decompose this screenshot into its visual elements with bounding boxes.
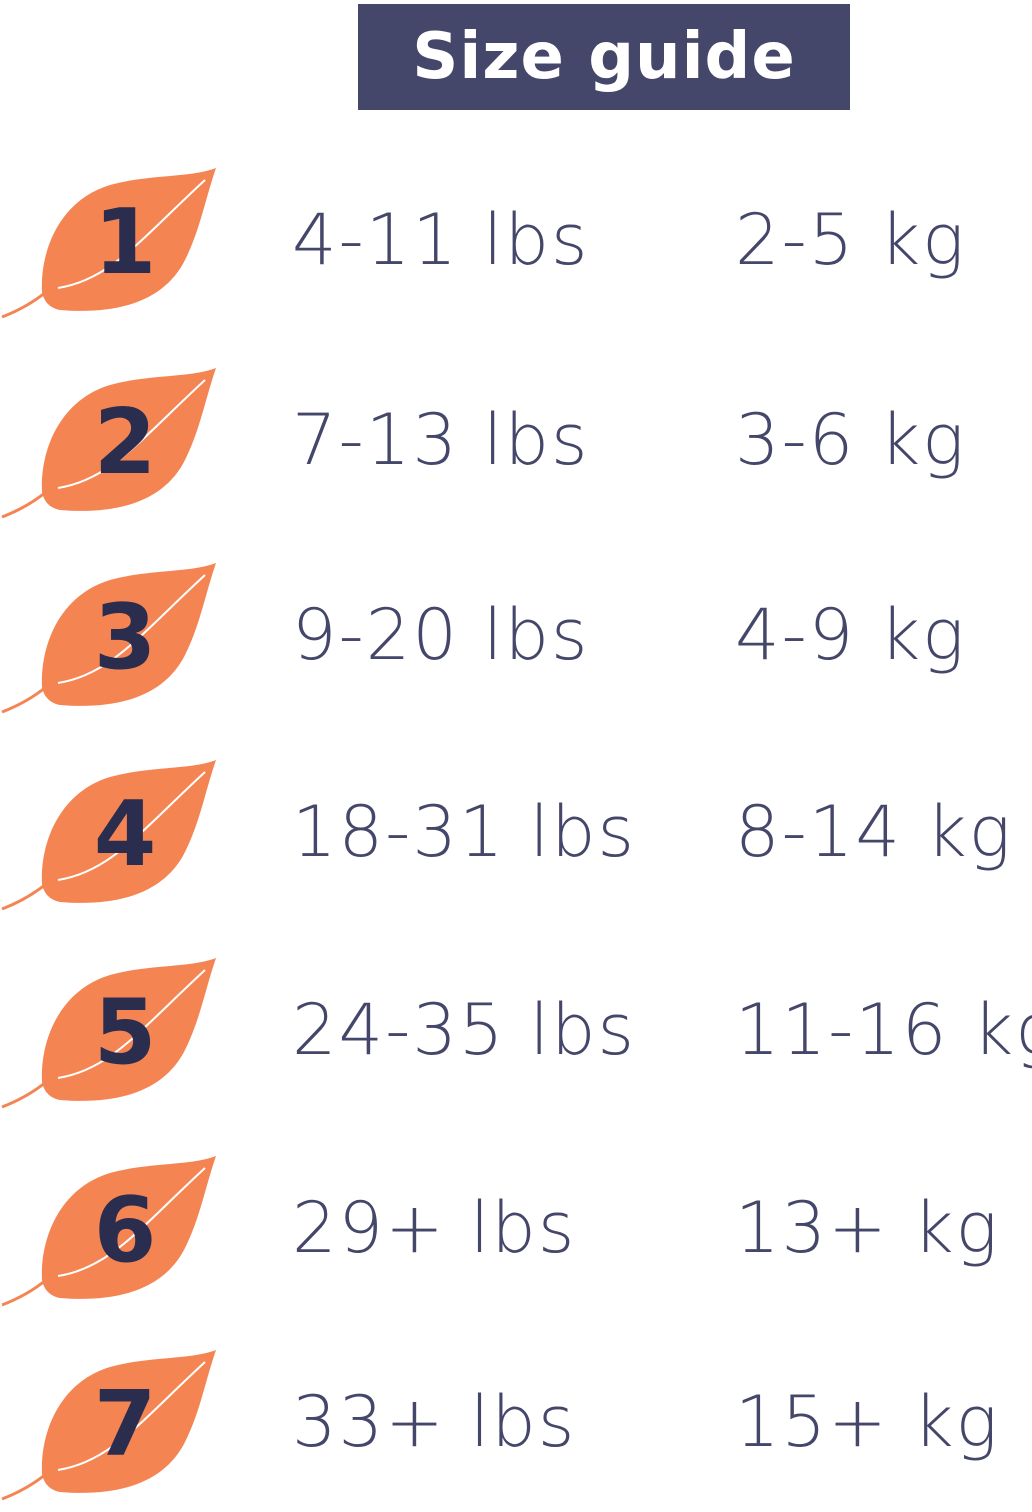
weight-lbs: 7-13 lbs bbox=[292, 399, 590, 481]
size-row: 5 24-35 lbs 11-16 kg bbox=[0, 950, 1032, 1120]
size-row: 4 18-31 lbs 8-14 kg bbox=[0, 752, 1032, 922]
leaf-icon bbox=[1, 760, 216, 911]
weight-kg: 15+ kg bbox=[735, 1381, 1000, 1463]
weight-kg: 2-5 kg bbox=[735, 199, 967, 281]
weight-kg: 11-16 kg bbox=[735, 989, 1032, 1071]
size-number: 5 bbox=[93, 980, 157, 1085]
size-row: 7 33+ lbs 15+ kg bbox=[0, 1342, 1032, 1512]
weight-lbs: 4-11 lbs bbox=[292, 199, 590, 281]
weight-lbs: 33+ lbs bbox=[292, 1381, 577, 1463]
leaf-icon bbox=[1, 168, 216, 319]
weight-lbs: 9-20 lbs bbox=[292, 594, 590, 676]
size-number: 2 bbox=[93, 390, 157, 495]
size-row: 3 9-20 lbs 4-9 kg bbox=[0, 555, 1032, 725]
weight-lbs: 18-31 lbs bbox=[292, 791, 637, 873]
weight-kg: 13+ kg bbox=[735, 1187, 1000, 1269]
weight-kg: 3-6 kg bbox=[735, 399, 967, 481]
leaf-icon bbox=[1, 563, 216, 714]
size-number: 3 bbox=[93, 585, 157, 690]
size-row: 1 4-11 lbs 2-5 kg bbox=[0, 160, 1032, 330]
weight-lbs: 29+ lbs bbox=[292, 1187, 577, 1269]
size-number: 1 bbox=[93, 190, 157, 295]
leaf-icon bbox=[1, 1156, 216, 1307]
leaf-icon bbox=[1, 368, 216, 519]
leaf-icon bbox=[1, 958, 216, 1109]
size-row: 6 29+ lbs 13+ kg bbox=[0, 1148, 1032, 1318]
leaf-icon bbox=[1, 1350, 216, 1501]
size-number: 7 bbox=[93, 1372, 157, 1477]
weight-kg: 4-9 kg bbox=[735, 594, 967, 676]
weight-kg: 8-14 kg bbox=[735, 791, 1013, 873]
weight-lbs: 24-35 lbs bbox=[292, 989, 637, 1071]
size-number: 6 bbox=[93, 1178, 157, 1283]
page-title: Size guide bbox=[358, 4, 850, 110]
size-number: 4 bbox=[93, 782, 157, 887]
size-row: 2 7-13 lbs 3-6 kg bbox=[0, 360, 1032, 530]
